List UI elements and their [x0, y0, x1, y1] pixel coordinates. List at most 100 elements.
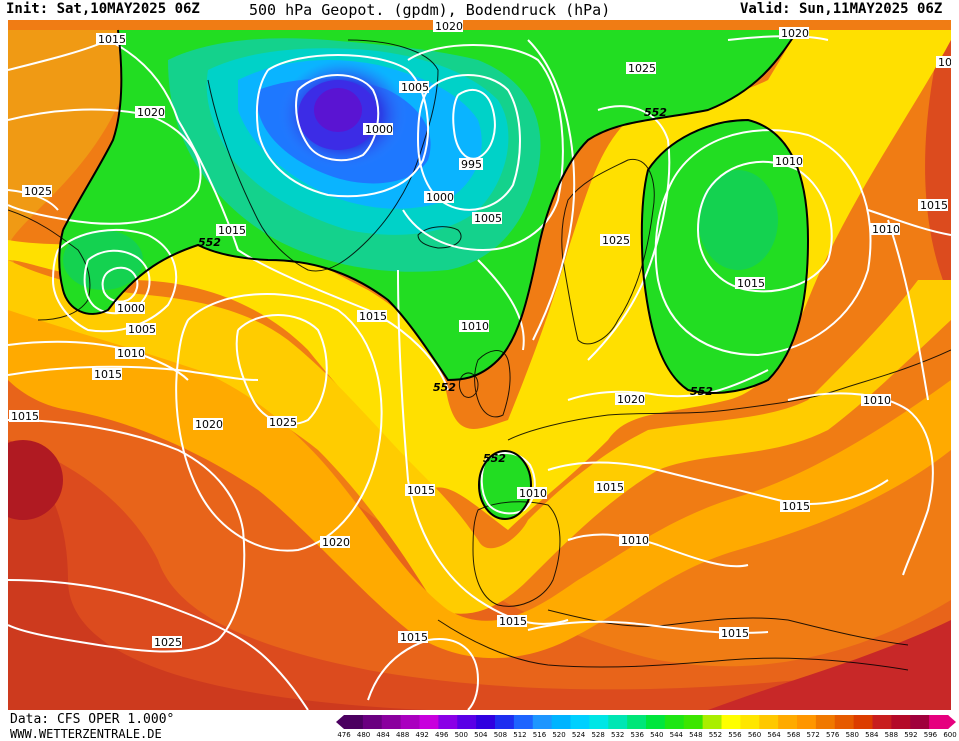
colorbar-swatch: [589, 715, 609, 729]
colorbar-swatch: [495, 715, 515, 729]
label-1015-c: 1015: [357, 310, 387, 323]
colorbar-swatch: [476, 715, 496, 729]
colorbar-tick-label: 544: [669, 731, 683, 739]
svg-text:1025: 1025: [269, 416, 297, 429]
colorbar-swatch: [721, 715, 741, 729]
colorbar-tick-label: 500: [454, 731, 468, 739]
isobar-1010-e: [867, 209, 951, 236]
colorbar-tick-label: 580: [845, 731, 859, 739]
label-1025-c: 1025: [600, 234, 630, 247]
isobar-1025-scand: [587, 105, 671, 361]
colorbar-swatch: [551, 715, 571, 729]
label-1015-j: 1015: [398, 631, 428, 644]
svg-text:1005: 1005: [474, 212, 502, 225]
colorbar-swatch: [457, 715, 477, 729]
colorbar-swatch: [419, 715, 439, 729]
label-1005-b: 1005: [472, 212, 502, 225]
greenland-coast: [207, 39, 439, 272]
header-bar: Init: Sat,10MAY2025 06Z 500 hPa Geopot. …: [0, 0, 959, 20]
gp-label-4: 552: [690, 385, 713, 398]
europe-coast: [507, 349, 951, 441]
svg-text:1015: 1015: [737, 277, 765, 290]
colorbar-swatch: [834, 715, 855, 729]
colorbar-tick-label: 524: [571, 731, 586, 739]
label-1015-k: 1015: [497, 615, 527, 628]
svg-text:1025: 1025: [24, 185, 52, 198]
colorbar-swatch: [815, 715, 836, 729]
label-1020-a: 1020: [135, 106, 165, 119]
isobar-1005-greenland: [255, 54, 429, 198]
label-1010-a: 1010: [459, 320, 489, 333]
isobar-1005-east: [402, 44, 564, 252]
colorbar-swatch: [664, 715, 685, 729]
zone-560: [8, 260, 951, 614]
colorbar-tick-label: 512: [513, 731, 527, 739]
colorbar-swatch: [872, 715, 892, 729]
data-source-label: Data: CFS OPER 1.000°: [10, 712, 175, 727]
colorbar-swatch: [344, 715, 364, 729]
isobar-1010-iceland: [477, 259, 525, 351]
colorbar-tick-label: 488: [395, 731, 410, 739]
colorbar-tick-label: 564: [767, 731, 781, 739]
svg-text:1000: 1000: [426, 191, 454, 204]
svg-text:1015: 1015: [218, 224, 246, 237]
zone-564: [8, 310, 951, 659]
svg-text:1025: 1025: [602, 234, 630, 247]
label-1000-c: 1000: [115, 302, 145, 315]
svg-text:1015: 1015: [499, 615, 527, 628]
colorbar-swatch: [910, 715, 930, 729]
svg-text:1015: 1015: [721, 627, 749, 640]
label-1010-b: 1010: [115, 347, 145, 360]
colorbar-arrow-left: [336, 715, 344, 729]
label-1020-d: 1020: [193, 418, 223, 431]
isobar-1025-sw: [8, 419, 246, 653]
colorbar-swatch: [381, 715, 402, 729]
isobar-1000-east-greenland: [416, 74, 521, 211]
svg-text:1010: 1010: [519, 487, 547, 500]
isobar-1020-high: [175, 293, 383, 552]
label-1025-d: 1025: [267, 416, 297, 429]
svg-text:1015: 1015: [94, 368, 122, 381]
isobar-1015-s: [367, 638, 480, 710]
svg-text:1020: 1020: [137, 106, 165, 119]
colorbar-tick-label: 484: [376, 731, 390, 739]
svg-text:995: 995: [461, 158, 482, 171]
isobar-1010-sc: [527, 39, 576, 341]
zone-580: [8, 440, 951, 710]
label-1020-c: 1020: [615, 393, 645, 406]
colorbar-swatch: [438, 715, 458, 729]
isobar-1020-nw: [8, 108, 202, 225]
colorbar-swatch: [778, 715, 798, 729]
label-1020-f: 1020: [779, 27, 809, 40]
colorbar-tick-label: 572: [806, 731, 820, 739]
colorbar-tick-label: 548: [689, 731, 703, 739]
svg-text:1025: 1025: [628, 62, 656, 75]
valid-time-label: Valid: Sun,11MAY2025 06Z: [740, 1, 943, 17]
colorbar-tick-label: 532: [610, 731, 625, 739]
colorbar-tick-label: 496: [435, 731, 449, 739]
colorbar-tick-label: 584: [865, 731, 879, 739]
label-1015-b: 1015: [216, 224, 246, 237]
colorbar-tick-label: 516: [532, 731, 547, 739]
colorbar-tick-label: 476: [337, 731, 351, 739]
colorbar-swatch: [570, 715, 590, 729]
svg-text:1025: 1025: [154, 636, 182, 649]
label-1015-g: 1015: [594, 481, 624, 494]
label-1015-m: 1015: [9, 410, 39, 423]
label-1015-d: 1015: [92, 368, 122, 381]
colorbar-tick-label: 540: [650, 731, 664, 739]
colorbar-swatch: [683, 715, 704, 729]
colorbar-swatch: [702, 715, 722, 729]
svg-text:1000: 1000: [365, 123, 393, 136]
colorbar-tick-label: 592: [904, 731, 918, 739]
colorbar-arrow-right: [948, 715, 956, 729]
geopotential-552: [58, 29, 810, 520]
label-1015-e: 1015: [735, 277, 765, 290]
label-10-edge: 10: [936, 56, 951, 69]
gp-label-2: 552: [644, 106, 667, 119]
contour-552-main: [58, 29, 799, 382]
label-995: 995: [459, 158, 483, 171]
colorbar-swatch: [627, 715, 647, 729]
svg-text:1020: 1020: [195, 418, 223, 431]
svg-text:1010: 1010: [775, 155, 803, 168]
